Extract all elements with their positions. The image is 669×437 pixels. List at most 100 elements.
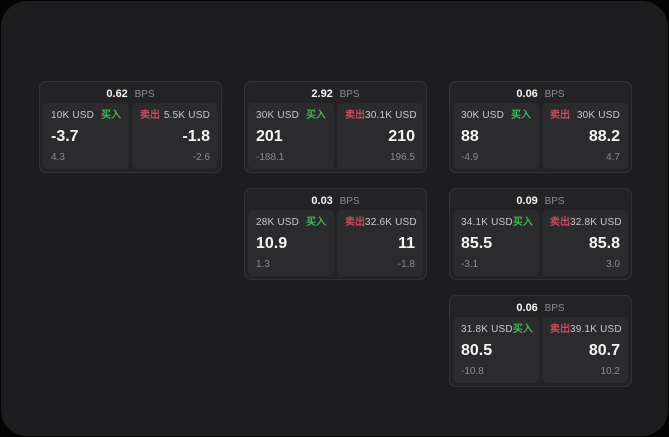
sell-value: -1.8 [182,127,210,145]
buy-tile[interactable]: 10K USD 买入 -3.7 4.3 [43,103,129,169]
spread-card[interactable]: 0.62 BPS 10K USD 买入 -3.7 4.3 卖出 5.5K USD… [39,81,222,173]
bps-label: BPS [336,89,360,100]
cards-grid: 0.62 BPS 10K USD 买入 -3.7 4.3 卖出 5.5K USD… [39,81,632,387]
sell-tile-top: 卖出 5.5K USD [140,110,210,121]
bps-label: BPS [131,89,155,100]
sell-amount-label: 32.6K USD [365,217,417,228]
spread-card[interactable]: 0.06 BPS 30K USD 买入 88 -4.9 卖出 30K USD 8… [449,81,632,173]
sell-amount-label: 39.1K USD [570,324,622,335]
sell-value: 88.2 [588,127,620,145]
sell-badge: 卖出 [550,110,570,121]
buy-amount-label: 31.8K USD [461,324,513,335]
tiles-row: 30K USD 买入 88 -4.9 卖出 30K USD 88.2 4.7 [453,103,628,169]
sell-tile[interactable]: 卖出 39.1K USD 80.7 10.2 [542,317,628,383]
sell-tile-top: 卖出 32.6K USD [345,217,417,228]
buy-value: -3.7 [51,127,79,145]
sell-tile[interactable]: 卖出 30.1K USD 210 196.5 [337,103,423,169]
buy-tile-top: 10K USD 买入 [51,110,121,121]
bps-label: BPS [336,196,360,207]
buy-secondary-value: 1.3 [256,259,270,270]
sell-tile[interactable]: 卖出 32.8K USD 85.8 3.0 [542,210,628,276]
bps-value: 0.62 [106,88,128,100]
buy-amount-label: 30K USD [256,110,300,121]
sell-tile[interactable]: 卖出 30K USD 88.2 4.7 [542,103,628,169]
tiles-row: 30K USD 买入 201 -188.1 卖出 30.1K USD 210 1… [248,103,423,169]
sell-amount-label: 30K USD [576,110,620,121]
card-header: 0.62 BPS [43,82,218,103]
sell-tile[interactable]: 卖出 32.6K USD 11 -1.8 [337,210,423,276]
buy-secondary-value: -4.9 [461,152,479,163]
buy-tile-top: 30K USD 买入 [461,110,531,121]
bps-label: BPS [541,196,565,207]
sell-badge: 卖出 [345,217,365,228]
sell-amount-label: 5.5K USD [163,110,210,121]
buy-value: 85.5 [461,234,493,252]
bps-label: BPS [541,303,565,314]
sell-secondary-value: -1.8 [397,259,415,270]
card-header: 2.92 BPS [248,82,423,103]
tiles-row: 34.1K USD 买入 85.5 -3.1 卖出 32.8K USD 85.8… [453,210,628,276]
sell-tile-top: 卖出 30K USD [550,110,620,121]
sell-badge: 卖出 [140,110,160,121]
buy-value: 80.5 [461,341,493,359]
sell-tile[interactable]: 卖出 5.5K USD -1.8 -2.6 [132,103,218,169]
sell-badge: 卖出 [345,110,365,121]
buy-amount-label: 30K USD [461,110,505,121]
sell-value: 80.7 [588,341,620,359]
spread-card[interactable]: 0.09 BPS 34.1K USD 买入 85.5 -3.1 卖出 32.8K… [449,188,632,280]
spread-card[interactable]: 2.92 BPS 30K USD 买入 201 -188.1 卖出 30.1K … [244,81,427,173]
buy-secondary-value: -3.1 [461,259,479,270]
buy-tile-top: 34.1K USD 买入 [461,217,533,228]
sell-tile-top: 卖出 32.8K USD [550,217,622,228]
buy-secondary-value: -188.1 [256,152,285,163]
buy-tile-top: 28K USD 买入 [256,217,326,228]
tiles-row: 28K USD 买入 10.9 1.3 卖出 32.6K USD 11 -1.8 [248,210,423,276]
buy-secondary-value: -10.8 [461,366,484,377]
card-header: 0.03 BPS [248,189,423,210]
buy-badge: 买入 [306,217,326,228]
buy-amount-label: 10K USD [51,110,95,121]
sell-badge: 卖出 [550,324,570,335]
buy-badge: 买入 [511,110,531,121]
sell-amount-label: 32.8K USD [570,217,622,228]
bps-value: 0.09 [516,195,538,207]
tiles-row: 31.8K USD 买入 80.5 -10.8 卖出 39.1K USD 80.… [453,317,628,383]
buy-amount-label: 34.1K USD [461,217,513,228]
card-header: 0.09 BPS [453,189,628,210]
buy-tile-top: 31.8K USD 买入 [461,324,533,335]
sell-secondary-value: 4.7 [606,152,620,163]
buy-tile-top: 30K USD 买入 [256,110,326,121]
buy-badge: 买入 [101,110,121,121]
buy-secondary-value: 4.3 [51,152,65,163]
sell-secondary-value: 10.2 [600,366,620,377]
sell-secondary-value: -2.6 [192,152,210,163]
buy-tile[interactable]: 34.1K USD 买入 85.5 -3.1 [453,210,539,276]
sell-secondary-value: 3.0 [606,259,620,270]
buy-tile[interactable]: 30K USD 买入 201 -188.1 [248,103,334,169]
buy-badge: 买入 [512,324,533,335]
spread-card[interactable]: 0.06 BPS 31.8K USD 买入 80.5 -10.8 卖出 39.1… [449,295,632,387]
buy-value: 201 [256,127,283,145]
buy-tile[interactable]: 31.8K USD 买入 80.5 -10.8 [453,317,539,383]
sell-amount-label: 30.1K USD [365,110,417,121]
buy-value: 10.9 [256,234,288,252]
buy-tile[interactable]: 30K USD 买入 88 -4.9 [453,103,539,169]
sell-tile-top: 卖出 30.1K USD [345,110,417,121]
card-header: 0.06 BPS [453,82,628,103]
buy-value: 88 [461,127,479,145]
bps-value: 0.06 [516,302,538,314]
bps-value: 2.92 [311,88,333,100]
sell-badge: 卖出 [550,217,570,228]
buy-tile[interactable]: 28K USD 买入 10.9 1.3 [248,210,334,276]
sell-value: 85.8 [588,234,620,252]
bps-label: BPS [541,89,565,100]
buy-badge: 买入 [306,110,326,121]
bps-value: 0.06 [516,88,538,100]
sell-value: 11 [398,234,415,252]
buy-amount-label: 28K USD [256,217,300,228]
spread-card[interactable]: 0.03 BPS 28K USD 买入 10.9 1.3 卖出 32.6K US… [244,188,427,280]
sell-value: 210 [388,127,415,145]
card-header: 0.06 BPS [453,296,628,317]
tiles-row: 10K USD 买入 -3.7 4.3 卖出 5.5K USD -1.8 -2.… [43,103,218,169]
